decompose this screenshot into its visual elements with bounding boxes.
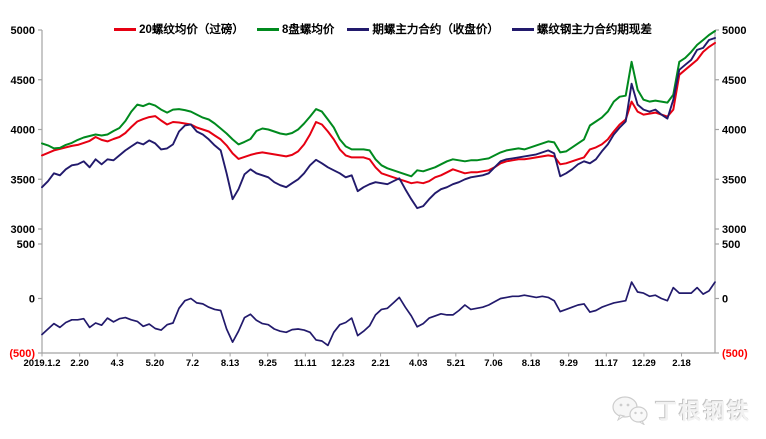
series-line-0 xyxy=(41,41,716,185)
legend-label: 期螺主力合约（收盘价） xyxy=(372,24,499,36)
legend-label: 20螺纹均价（过磅） xyxy=(139,24,244,36)
x-axis-label: 5.21 xyxy=(447,358,466,369)
legend-label: 螺纹钢主力合约期现差 xyxy=(536,24,652,36)
legend-item-basis: 螺纹钢主力合约期现差 xyxy=(511,21,652,37)
x-axis-label: 9.25 xyxy=(258,358,277,369)
watermark-text: 丁根钢铁 xyxy=(655,399,752,424)
y-axis-label-left: 4500 xyxy=(11,75,35,87)
chart-legend: 20螺纹均价（过磅） 8盘螺均价 期螺主力合约（收盘价） 螺纹钢主力合约期现差 xyxy=(0,21,766,37)
x-axis-label: 12.29 xyxy=(632,358,656,369)
y-axis-label-right: 4000 xyxy=(722,125,746,137)
x-axis-label: 9.29 xyxy=(559,358,578,369)
wechat-icon xyxy=(612,396,648,425)
x-axis-label: 12.23 xyxy=(331,358,355,369)
x-axis-label: 2.20 xyxy=(70,358,89,369)
y-axis-label-left: (500) xyxy=(9,348,35,360)
series-line-3 xyxy=(41,281,716,347)
x-axis-label: 11.11 xyxy=(294,358,317,369)
y-axis-label-right: 3500 xyxy=(722,174,746,186)
x-axis-label: 2019.1.2 xyxy=(24,358,61,369)
x-axis-label: 2.18 xyxy=(672,358,691,369)
y-axis-label-left: 4000 xyxy=(11,125,35,137)
x-axis-label: 11.17 xyxy=(595,358,618,369)
green-line-swatch xyxy=(256,27,279,31)
x-axis-label: 4.3 xyxy=(111,358,124,369)
navy-line-swatch xyxy=(347,27,370,31)
x-axis-label: 2.21 xyxy=(371,358,390,369)
red-line-swatch xyxy=(114,27,137,31)
x-axis-label: 7.06 xyxy=(484,358,503,369)
y-axis-label-right: 4500 xyxy=(722,75,746,87)
y-axis-label-right: 0 xyxy=(722,294,728,306)
y-axis-label-right: 5000 xyxy=(722,25,746,37)
x-axis-label: 4.03 xyxy=(409,358,428,369)
y-axis-label-left: 3000 xyxy=(11,224,35,236)
x-axis-label: 8.18 xyxy=(522,358,541,369)
y-axis-label-left: 500 xyxy=(17,239,35,251)
x-axis-label: 5.20 xyxy=(146,358,165,369)
x-axis-label: 7.2 xyxy=(186,358,199,369)
y-axis-label-right: (500) xyxy=(722,348,748,360)
y-axis-label-right: 500 xyxy=(722,239,740,251)
y-axis-label-right: 3000 xyxy=(722,224,746,236)
series-line-2 xyxy=(41,37,716,210)
y-axis-label-left: 5000 xyxy=(11,25,35,37)
x-axis-label: 8.13 xyxy=(221,358,240,369)
navy-line-swatch xyxy=(511,27,534,31)
watermark: 丁根钢铁 xyxy=(612,394,751,426)
y-axis-label-left: 3500 xyxy=(11,174,35,186)
legend-item-futures: 期螺主力合约（收盘价） xyxy=(347,21,499,37)
y-axis-label-left: 0 xyxy=(29,294,35,306)
legend-item-coil-rebar: 8盘螺均价 xyxy=(256,21,335,37)
legend-label: 8盘螺均价 xyxy=(281,24,335,36)
legend-item-spot-rebar: 20螺纹均价（过磅） xyxy=(114,21,244,37)
series-line-1 xyxy=(41,30,716,178)
